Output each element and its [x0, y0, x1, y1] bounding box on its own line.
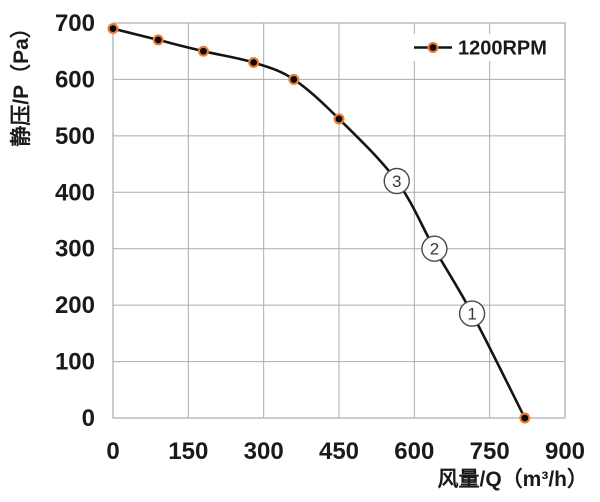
x-axis-title: 风量/Q（m³/h） [438, 467, 589, 491]
annotation-circle-3 [383, 167, 410, 195]
annotation-number-2: 2 [430, 240, 439, 259]
y-tick-label-700: 700 [55, 10, 95, 37]
data-point-q360-dot [290, 76, 298, 83]
annotation-number-1: 1 [467, 305, 476, 324]
legend-label: 1200RPM [458, 38, 547, 60]
y-tick-label-500: 500 [55, 123, 95, 150]
x-tick-label-750: 750 [470, 438, 510, 465]
y-tick-label-100: 100 [55, 349, 95, 376]
annotation-circle-2 [421, 235, 448, 262]
y-tick-label-0: 0 [82, 405, 95, 432]
data-point-q450-dot [335, 115, 343, 123]
x-tick-label-600: 600 [394, 438, 434, 465]
y-tick-label-200: 200 [55, 292, 95, 319]
x-tick-label-300: 300 [244, 438, 284, 465]
data-point-q0-dot [109, 25, 117, 33]
data-point-q820-dot [521, 414, 529, 422]
plot-border [112, 22, 566, 419]
annotation-circle-1 [458, 300, 486, 327]
x-tick-label-450: 450 [319, 438, 359, 465]
x-tick-label-900: 900 [545, 438, 585, 465]
data-point-q90-dot [154, 36, 162, 44]
legend-marker-dot [429, 44, 437, 51]
y-tick-label-600: 600 [55, 66, 95, 93]
y-tick-label-400: 400 [55, 179, 95, 206]
x-tick-label-0: 0 [106, 438, 119, 465]
data-point-q280-dot [250, 59, 258, 66]
y-axis-title: 静压/P（Pa） [9, 17, 33, 147]
annotation-number-3: 3 [392, 172, 401, 191]
data-point-q180-dot [200, 47, 207, 55]
x-tick-label-150: 150 [168, 438, 208, 465]
y-tick-label-300: 300 [55, 236, 95, 263]
